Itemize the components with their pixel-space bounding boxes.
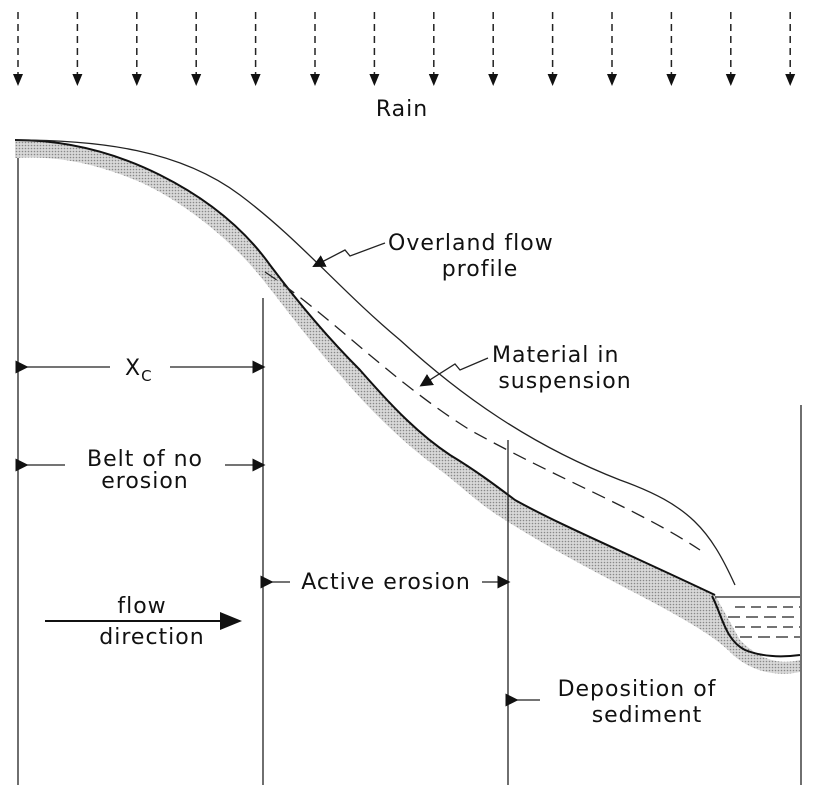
belt-label: erosion (101, 469, 189, 494)
rain-arrowhead (191, 74, 202, 86)
belt-label: Belt of no (87, 447, 203, 472)
rain-arrowhead (428, 74, 439, 86)
rain-arrowhead (13, 74, 23, 86)
rain-arrows (13, 12, 796, 86)
pond-bank (711, 595, 801, 658)
rain-arrowhead (785, 74, 796, 86)
rain-arrowhead (131, 74, 142, 86)
rain-arrowhead (607, 74, 617, 86)
rain-arrowhead (72, 74, 83, 86)
overland-label: Overland flow (388, 231, 554, 256)
rain-label: Rain (376, 97, 428, 122)
rain-arrowhead (666, 74, 677, 86)
active-label: Active erosion (301, 570, 471, 595)
rain-arrowhead (725, 74, 736, 86)
suspension-line (264, 271, 701, 551)
material-label: Material in (492, 343, 619, 368)
rain-arrowhead (547, 74, 558, 86)
water (715, 596, 800, 638)
flow-arrowhead (220, 612, 242, 630)
flow-label: direction (99, 625, 204, 650)
overland-flow-line (14, 139, 736, 586)
rain-arrowhead (310, 74, 320, 86)
xc-label: XC (125, 356, 153, 385)
deposition-label: sediment (592, 703, 703, 728)
material-leader (419, 357, 489, 387)
material-label: suspension (498, 369, 631, 394)
deposition-label: Deposition of (558, 677, 717, 702)
flow-label: flow (117, 594, 166, 619)
overland-leader (312, 242, 386, 267)
overland-label: profile (442, 257, 519, 282)
ground-profile (14, 139, 716, 596)
rain-arrowhead (369, 74, 380, 86)
rain-arrowhead (250, 74, 261, 86)
boundaries (17, 158, 802, 785)
rain-arrowhead (488, 74, 499, 86)
